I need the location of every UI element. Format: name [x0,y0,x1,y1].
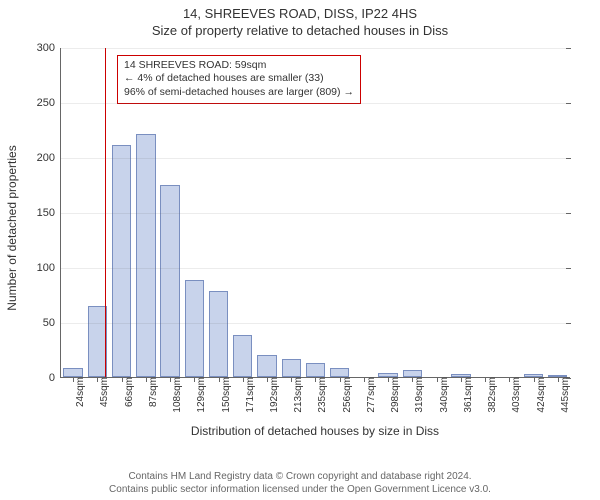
x-tick-label: 340sqm [433,377,450,413]
annotation-line: 96% of semi-detached houses are larger (… [124,86,354,100]
y-tick-label: 150 [37,207,61,219]
y-tick-mark [566,103,571,104]
x-tick-label: 382sqm [481,377,498,413]
histogram-bar [403,370,422,377]
x-tick-label: 424sqm [530,377,547,413]
plot-area: 24sqm45sqm66sqm87sqm108sqm129sqm150sqm17… [60,48,570,378]
x-tick-label: 171sqm [239,377,256,413]
x-tick-label: 45sqm [93,377,110,407]
histogram-bar [257,355,276,377]
gridline [61,158,570,159]
gridline [61,48,570,49]
y-tick-label: 300 [37,42,61,54]
x-tick-label: 192sqm [263,377,280,413]
x-axis-label: Distribution of detached houses by size … [60,424,570,438]
histogram-bar [63,368,82,377]
footer-line-2: Contains public sector information licen… [0,484,600,497]
y-tick-mark [566,378,571,379]
x-tick-label: 108sqm [166,377,183,413]
histogram-bar [330,368,349,377]
annotation-line: ← 4% of detached houses are smaller (33) [124,72,354,86]
y-tick-label: 100 [37,262,61,274]
histogram-bar [209,291,228,377]
x-tick-label: 24sqm [69,377,86,407]
histogram-bar [88,306,107,378]
page-title-desc: Size of property relative to detached ho… [0,21,600,38]
gridline [61,268,570,269]
y-tick-mark [566,268,571,269]
y-tick-mark [566,48,571,49]
x-tick-label: 129sqm [190,377,207,413]
y-tick-label: 50 [43,317,61,329]
histogram-bar [185,280,204,377]
histogram-bar [306,363,325,377]
histogram-bar [112,145,131,377]
gridline [61,103,570,104]
y-tick-mark [566,213,571,214]
y-tick-label: 200 [37,152,61,164]
page-title-address: 14, SHREEVES ROAD, DISS, IP22 4HS [0,0,600,21]
x-tick-label: 298sqm [384,377,401,413]
x-tick-label: 150sqm [215,377,232,413]
gridline [61,323,570,324]
x-tick-label: 235sqm [311,377,328,413]
annotation-box: 14 SHREEVES ROAD: 59sqm← 4% of detached … [117,55,361,104]
y-tick-label: 0 [49,372,61,384]
x-tick-label: 277sqm [360,377,377,413]
x-tick-label: 319sqm [408,377,425,413]
gridline [61,213,570,214]
copyright-footer: Contains HM Land Registry data © Crown c… [0,471,600,496]
x-tick-label: 213sqm [287,377,304,413]
x-tick-label: 66sqm [118,377,135,407]
x-tick-label: 403sqm [505,377,522,413]
y-tick-label: 250 [37,97,61,109]
histogram-chart: Number of detached properties 24sqm45sqm… [60,48,570,408]
y-tick-mark [566,323,571,324]
x-tick-label: 256sqm [336,377,353,413]
histogram-bar [233,335,252,377]
x-tick-label: 361sqm [457,377,474,413]
y-axis-label: Number of detached properties [5,145,19,310]
x-tick-label: 87sqm [142,377,159,407]
x-tick-label: 445sqm [554,377,571,413]
histogram-bar [136,134,155,377]
y-tick-mark [566,158,571,159]
annotation-line: 14 SHREEVES ROAD: 59sqm [124,59,354,73]
footer-line-1: Contains HM Land Registry data © Crown c… [0,471,600,484]
histogram-bar [282,359,301,377]
